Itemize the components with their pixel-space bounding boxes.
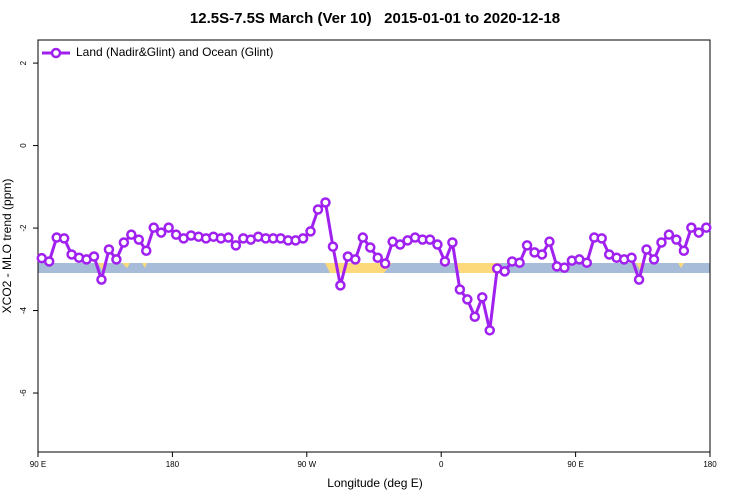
data-point: [312, 204, 324, 215]
x-tick-label: 90 E: [30, 460, 46, 469]
data-point: [365, 242, 376, 253]
data-point: [357, 232, 369, 243]
data-point: [454, 284, 466, 295]
data-point: [544, 236, 555, 247]
x-tick-label: 180: [703, 460, 717, 469]
data-point: [424, 234, 436, 245]
legend: Land (Nadir&Glint) and Ocean (Glint): [42, 45, 273, 59]
data-point: [58, 233, 70, 244]
data-point: [372, 252, 383, 264]
data-point: [656, 237, 667, 248]
plot-frame: [37, 39, 711, 453]
x-tick-label: 0: [439, 460, 444, 469]
data-point: [432, 239, 443, 250]
data-point: [514, 257, 525, 268]
data-point: [581, 257, 593, 268]
data-point: [477, 292, 488, 303]
y-tick-label: -2: [19, 224, 28, 232]
data-point: [163, 222, 174, 233]
y-tick-label: 2: [19, 60, 28, 65]
data-point: [335, 280, 346, 291]
data-point: [133, 234, 145, 245]
data-point: [394, 239, 406, 250]
x-tick-label: 90 E: [567, 460, 583, 469]
data-point: [626, 252, 637, 264]
data-point: [148, 222, 159, 233]
data-point: [484, 325, 495, 336]
data-point: [96, 274, 107, 285]
data-point: [693, 227, 705, 238]
land-patch: [678, 263, 684, 268]
data-point: [536, 249, 548, 260]
x-tick-label: 90 W: [297, 460, 316, 469]
legend-marker: [50, 47, 62, 59]
land-patch: [325, 263, 392, 273]
data-point: [633, 274, 645, 285]
x-tick-label: 180: [166, 460, 180, 469]
data-point: [671, 234, 682, 245]
data-point: [596, 233, 607, 244]
data-point: [663, 229, 675, 240]
legend-label: Land (Nadir&Glint) and Ocean (Glint): [76, 45, 273, 59]
x-axis-label: Longitude (deg E): [327, 476, 422, 490]
data-point: [462, 294, 473, 305]
data-point: [297, 233, 309, 244]
land-patch: [142, 263, 147, 268]
data-point: [141, 245, 152, 256]
data-point: [88, 251, 100, 262]
chart-title: 12.5S-7.5S March (Ver 10) 2015-01-01 to …: [190, 10, 560, 27]
data-point: [350, 254, 361, 265]
y-tick-label: -4: [19, 306, 28, 314]
data-point: [439, 256, 451, 267]
y-axis-label: XCO2 - MLO trend (ppm): [0, 179, 14, 314]
y-tick-label: -6: [19, 389, 28, 397]
data-point: [43, 256, 55, 267]
data-point: [521, 240, 533, 251]
y-tick-label: 0: [19, 143, 28, 148]
land-patch: [455, 263, 500, 273]
data-point: [230, 240, 242, 251]
data-point: [379, 258, 391, 269]
data-point: [686, 222, 697, 233]
data-point: [678, 245, 690, 256]
data-point: [305, 226, 316, 237]
data-point: [155, 227, 167, 238]
data-point: [118, 237, 130, 248]
data-point: [648, 254, 660, 265]
data-point: [126, 229, 137, 240]
data-point: [320, 197, 331, 208]
data-point: [223, 232, 234, 243]
land-patch: [122, 263, 130, 268]
land-ocean-strip: [38, 263, 710, 273]
data-point: [327, 241, 339, 252]
data-point: [447, 237, 458, 248]
data-point: [701, 222, 712, 233]
data-point: [111, 254, 122, 265]
data-point: [641, 244, 652, 255]
data-point: [559, 262, 570, 273]
data-point: [469, 311, 481, 322]
data-point: [499, 266, 510, 277]
data-point: [103, 244, 115, 255]
